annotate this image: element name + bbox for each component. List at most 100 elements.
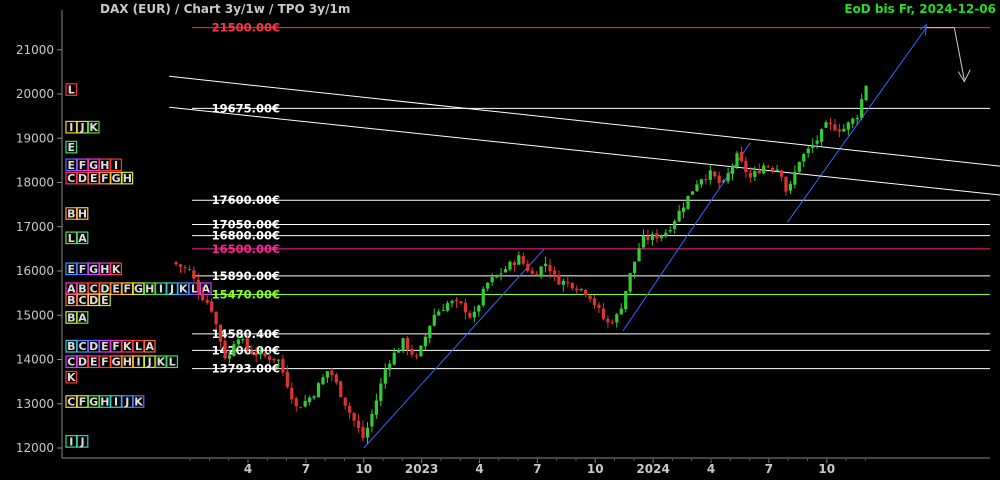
candle-body (459, 301, 463, 304)
tpo-cell (110, 395, 123, 408)
arrow-head-down (957, 69, 971, 83)
tpo-cell (76, 435, 89, 448)
candle-body (588, 295, 592, 300)
level-label: 19675.00€ (212, 101, 280, 115)
tpo-letter: K (123, 340, 132, 353)
tpo-letter: I (136, 356, 140, 369)
candle-body (388, 363, 392, 370)
candle-body (245, 338, 249, 351)
level-label: 14206.00€ (212, 343, 280, 357)
y-tick-label: 17000 (16, 220, 54, 234)
y-tick-label: 15000 (16, 308, 54, 322)
candle-body (766, 166, 770, 168)
chart-title: DAX (EUR) / Chart 3y/1w / TPO 3y/1m (100, 2, 351, 16)
tpo-letter: L (169, 356, 176, 369)
candle-body (539, 266, 543, 277)
candle-body (815, 140, 819, 144)
candle-body (753, 171, 757, 177)
tpo-letter: J (79, 121, 84, 134)
candle-body (196, 279, 200, 294)
x-tick-label: 4 (475, 462, 483, 476)
tpo-letter: A (67, 283, 76, 296)
level-label: 17050.00€ (212, 218, 280, 232)
trendline (169, 106, 1000, 196)
candle-body (837, 129, 841, 132)
candle-body (695, 184, 699, 192)
candle-body (601, 308, 606, 319)
tpo-cell (87, 158, 100, 172)
candle-body (250, 350, 254, 354)
tpo-letter: E (68, 159, 76, 172)
tpo-cell (98, 262, 111, 276)
tpo-letter: E (90, 172, 98, 185)
tpo-letter: C (67, 172, 75, 185)
candle-body (183, 267, 187, 269)
candle-body (325, 371, 330, 378)
level-label: 13793.00€ (212, 362, 280, 376)
level-label: 15890.00€ (212, 269, 280, 283)
y-tick-label: 16000 (16, 264, 54, 278)
candle-body (552, 270, 557, 275)
candle-body (348, 406, 352, 413)
candle-body (530, 270, 534, 275)
candle-body (846, 122, 850, 130)
level-label: 16800.00€ (212, 229, 280, 243)
tpo-letter: B (67, 294, 75, 307)
tpo-cell (76, 339, 89, 353)
candle-body (864, 85, 868, 101)
tpo-cell (76, 262, 89, 276)
candle-body (615, 314, 619, 323)
tpo-cell (76, 355, 89, 369)
candle-body (330, 370, 334, 375)
candle-body (570, 283, 574, 289)
trendline (363, 248, 545, 449)
candle-body (263, 353, 267, 356)
tpo-cell (76, 120, 89, 134)
tpo-cell (76, 158, 89, 172)
candle-body (677, 210, 681, 222)
x-tick-label: 2024 (636, 462, 669, 476)
tpo-letter: G (134, 283, 143, 296)
tpo-letter: I (159, 283, 163, 296)
tpo-cell (87, 262, 100, 276)
tpo-letter: J (124, 396, 129, 409)
tpo-cell (65, 355, 78, 369)
candle-body (339, 381, 343, 397)
tpo-letter: K (67, 371, 76, 384)
time-axis: 4 7 10 2023 4 7 10 2024 4 7 10 (189, 458, 866, 476)
candle-body (730, 165, 735, 174)
arrow-down-shaft (953, 27, 965, 80)
candle-body (548, 265, 552, 272)
eod-label: EoD bis Fr, 2024-12-06 (844, 2, 996, 16)
candle-body (374, 400, 378, 415)
candle-body (855, 117, 859, 120)
candle-body (517, 255, 521, 265)
candles (174, 85, 868, 445)
candle-body (294, 398, 298, 406)
tpo-letter: D (100, 283, 109, 296)
tpo-cell (98, 355, 111, 369)
candle-body (592, 298, 597, 306)
candle-body (610, 322, 614, 324)
level-label: 21500.00€ (212, 21, 280, 35)
tpo-cell (65, 120, 78, 134)
tpo-cell (98, 339, 111, 353)
tpo-letter: E (101, 294, 109, 307)
candle-body (321, 377, 325, 385)
candle-body (824, 122, 828, 128)
candle-body (259, 351, 263, 355)
tpo-letter: K (179, 283, 188, 296)
candle-body (828, 122, 833, 124)
tpo-letter: E (90, 356, 98, 369)
tpo-cell (76, 293, 89, 307)
candle-body (432, 314, 436, 326)
tpo-letter: G (89, 263, 98, 276)
candle-body (690, 191, 695, 195)
candle-body (584, 289, 588, 295)
candle-body (557, 274, 561, 285)
candle-body (303, 400, 307, 407)
projection-arrow (919, 23, 971, 83)
tpo-letter: F (112, 340, 120, 353)
tpo-cell (65, 370, 78, 384)
tpo-letter: G (89, 159, 98, 172)
